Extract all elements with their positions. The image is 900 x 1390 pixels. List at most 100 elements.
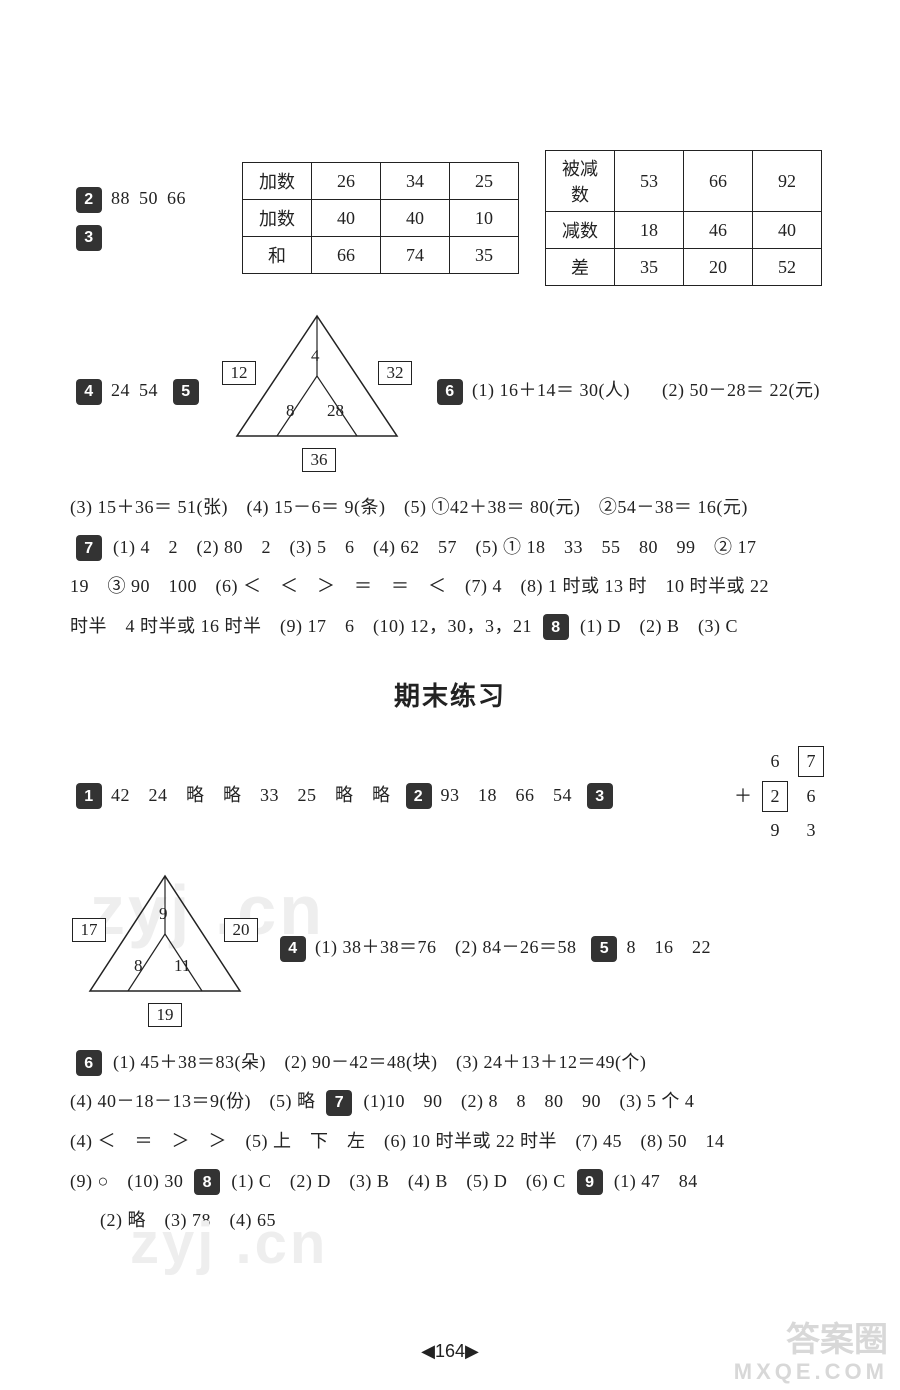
cell: 35	[450, 237, 519, 274]
p2q4q5: 4 (1) 38＋38＝76 (2) 84－26＝58 5 8 16 22	[274, 929, 715, 967]
tri1-br: 28	[327, 401, 344, 421]
cell: 26	[312, 163, 381, 200]
p2q7a: (1)10 90 (2) 8 8 80 90 (3) 5 个 4	[363, 1091, 694, 1111]
p2q7c: (9) ○ (10) 30	[70, 1171, 183, 1191]
p2q6b: (4) 40－18－13＝9(份) (5) 略	[70, 1091, 315, 1111]
va-r2c1: ＋	[730, 780, 756, 813]
tri2-left-box: 17	[72, 918, 106, 942]
p2q1-badge: 1	[76, 783, 102, 809]
cell: 40	[381, 200, 450, 237]
q2-badge: 2	[76, 187, 102, 213]
top-section: 2 88 50 66 3 加数263425 加数404010 和667435 被…	[70, 150, 830, 286]
tri1-bl: 8	[286, 401, 295, 421]
tri2-br: 11	[174, 956, 190, 976]
tri2-bl: 8	[134, 956, 143, 976]
q4-badge: 4	[76, 379, 102, 405]
tri1-right-box: 32	[378, 361, 412, 385]
q6-badge: 6	[437, 379, 463, 405]
page: 2 88 50 66 3 加数263425 加数404010 和667435 被…	[0, 0, 900, 1390]
va-r2c3: 6	[794, 780, 828, 813]
q5-badge: 5	[173, 379, 199, 405]
tri1-bottom-box: 36	[302, 448, 336, 472]
p2q7b: (4) ＜ ＝ ＞ ＞ (5) 上 下 左 (6) 10 时半或 22 时半 (…	[70, 1122, 830, 1162]
cell: 减数	[546, 212, 615, 249]
q3-badge: 3	[76, 225, 102, 251]
tri2-bottom-box: 19	[148, 1003, 182, 1027]
va-r3c3: 3	[794, 815, 828, 846]
p2q6-line1: 6 (1) 45＋38＝83(朵) (2) 90－42＝48(块) (3) 24…	[70, 1043, 830, 1083]
q2-v2: 50	[139, 188, 158, 208]
p2q2: 93 18 66 54	[441, 785, 573, 805]
cell: 25	[450, 163, 519, 200]
cell: 18	[615, 212, 684, 249]
page-number-value: 164	[435, 1341, 465, 1361]
q4-v1: 24	[111, 380, 130, 400]
p2q6q7-line: (4) 40－18－13＝9(份) (5) 略 7 (1)10 90 (2) 8…	[70, 1082, 830, 1122]
q2-v1: 88	[111, 188, 130, 208]
tri1-top: 4	[311, 346, 320, 366]
q6-inline: 6 (1) 16＋14＝ 30(人) (2) 50－28＝ 22(元)	[431, 372, 824, 410]
cell: 差	[546, 249, 615, 286]
p2q8: (1) C (2) D (3) B (4) B (5) D (6) C	[231, 1171, 565, 1191]
p2q9-badge: 9	[577, 1169, 603, 1195]
p2q6a: (1) 45＋38＝83(朵) (2) 90－42＝48(块) (3) 24＋1…	[113, 1052, 646, 1072]
p2q8-badge: 8	[194, 1169, 220, 1195]
cell: 加数	[243, 163, 312, 200]
q2-v3: 66	[167, 188, 186, 208]
cell: 46	[684, 212, 753, 249]
subtraction-table: 被减数536692 减数184640 差352052	[545, 150, 822, 286]
q7c: 时半 4 时半或 16 时半 (9) 17 6 (10) 12，30，3，21	[70, 616, 532, 636]
p2q2-badge: 2	[406, 783, 432, 809]
p2q4-badge: 4	[280, 936, 306, 962]
q4: 4 24 54 5	[70, 372, 203, 410]
cell: 52	[753, 249, 822, 286]
cell: 66	[312, 237, 381, 274]
section-title: 期末练习	[70, 676, 830, 713]
p2q3-badge: 3	[587, 783, 613, 809]
va-r3c1	[730, 815, 756, 846]
vertical-addition: 6 7 ＋ 2 6 9 3	[728, 743, 830, 847]
corner-wm-2: MXQE.COM	[734, 1360, 888, 1384]
q7-badge: 7	[76, 535, 102, 561]
q2: 2 88 50 66 3	[70, 180, 224, 256]
tri1-left-box: 12	[222, 361, 256, 385]
q7-line3: 时半 4 时半或 16 时半 (9) 17 6 (10) 12，30，3，21 …	[70, 607, 830, 647]
p2q4: (1) 38＋38＝76 (2) 84－26＝58	[315, 937, 576, 957]
va-r3c2: 9	[758, 815, 792, 846]
q7-line1: 7 (1) 4 2 (2) 80 2 (3) 5 6 (4) 62 57 (5)…	[70, 528, 830, 568]
cell: 10	[450, 200, 519, 237]
p2q7c-q8-q9: (9) ○ (10) 30 8 (1) C (2) D (3) B (4) B …	[70, 1162, 830, 1202]
q4-q5-q6-row: 4 24 54 5 12 32 36 4 8 28 6 (1) 16＋14＝ 3…	[70, 306, 830, 476]
page-number: ◀164▶	[0, 1341, 900, 1362]
tri2-right-box: 20	[224, 918, 258, 942]
va-r1c3-box: 7	[798, 746, 824, 777]
p2q5: 8 16 22	[626, 937, 711, 957]
p2q5-badge: 5	[591, 936, 617, 962]
q6-line2: (3) 15＋36＝ 51(张) (4) 15－6＝ 9(条) (5) ①42＋…	[70, 488, 830, 528]
cell: 53	[615, 151, 684, 212]
cell: 66	[684, 151, 753, 212]
cell: 40	[312, 200, 381, 237]
part2-row1: 1 42 24 略 略 33 25 略 略 2 93 18 66 54 3 6 …	[70, 743, 830, 847]
triangle-diagram-2: 17 20 19 9 8 11	[70, 866, 260, 1031]
va-r1c2: 6	[758, 745, 792, 778]
q7a: (1) 4 2 (2) 80 2 (3) 5 6 (4) 62 57 (5) ①…	[113, 537, 756, 557]
q4-v2: 54	[139, 380, 158, 400]
p2q6-badge: 6	[76, 1050, 102, 1076]
q6a: (1) 16＋14＝ 30(人)	[472, 380, 630, 400]
cell: 40	[753, 212, 822, 249]
cell: 加数	[243, 200, 312, 237]
part2-left: 1 42 24 略 略 33 25 略 略 2 93 18 66 54 3	[70, 777, 617, 815]
cell: 34	[381, 163, 450, 200]
part2-tri-row: 17 20 19 9 8 11 4 (1) 38＋38＝76 (2) 84－26…	[70, 866, 830, 1031]
q8-badge: 8	[543, 614, 569, 640]
cell: 被减数	[546, 151, 615, 212]
p2q7-badge: 7	[326, 1090, 352, 1116]
tri2-top: 9	[159, 904, 168, 924]
cell: 20	[684, 249, 753, 286]
p2q9b: (2) 略 (3) 78 (4) 65	[70, 1201, 830, 1241]
q7-line2: 19 ③ 90 100 (6) ＜ ＜ ＞ ＝ ＝ ＜ (7) 4 (8) 1 …	[70, 567, 830, 607]
addition-table: 加数263425 加数404010 和667435	[242, 162, 519, 274]
cell: 74	[381, 237, 450, 274]
q6b: (2) 50－28＝ 22(元)	[662, 380, 820, 400]
